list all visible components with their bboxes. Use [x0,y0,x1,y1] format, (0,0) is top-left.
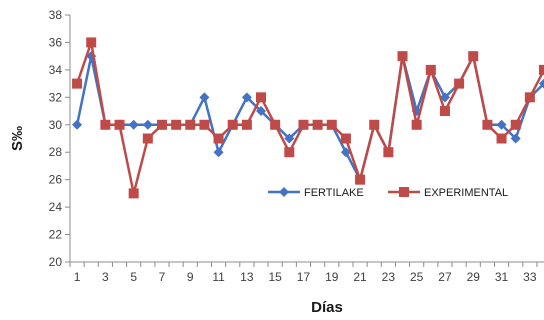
data-point-experimental [326,119,337,130]
y-axis-title: S‰ [9,126,26,151]
data-point-fertilake [340,147,351,158]
y-tick-label: 22 [49,228,63,242]
data-point-experimental [454,78,465,89]
data-point-fertilake [213,147,224,158]
x-tick-label: 5 [130,270,137,284]
data-point-experimental [312,119,323,130]
data-point-experimental [100,119,111,130]
data-point-experimental [510,119,521,130]
x-tick-label: 31 [495,270,509,284]
x-tick-label: 3 [102,270,109,284]
data-point-fertilake [496,119,507,130]
x-tick-label: 21 [353,270,367,284]
x-tick-label: 13 [240,270,254,284]
y-tick-label: 36 [49,35,63,49]
legend-marker-experimental [399,187,409,197]
data-point-experimental [539,64,544,75]
data-point-experimental [185,119,196,130]
data-point-experimental [524,92,535,103]
data-point-fertilake [199,92,210,103]
data-point-experimental [128,188,139,199]
legend-marker-fertilake [279,187,289,197]
x-tick-label: 9 [187,270,194,284]
x-tick-label: 25 [410,270,424,284]
data-point-experimental [241,119,252,130]
data-point-experimental [284,147,295,158]
data-point-fertilake [439,92,450,103]
data-point-fertilake [510,133,521,144]
data-point-fertilake [256,106,267,117]
x-tick-label: 17 [297,270,311,284]
legend-label-fertilake: FERTILAKE [304,187,364,199]
data-point-experimental [340,133,351,144]
y-tick-label: 28 [49,145,63,159]
data-point-experimental [86,37,97,48]
data-point-experimental [482,119,493,130]
x-tick-label: 15 [268,270,282,284]
y-tick-label: 32 [49,90,63,104]
y-tick-label: 24 [49,200,63,214]
data-point-experimental [411,119,422,130]
data-point-experimental [355,174,366,185]
data-point-experimental [369,119,380,130]
data-point-experimental [156,119,167,130]
series-line-experimental [75,41,544,195]
data-point-experimental [439,106,450,117]
data-point-experimental [171,119,182,130]
data-point-experimental [425,64,436,75]
x-tick-label: 1 [74,270,81,284]
x-tick-label: 11 [212,270,225,284]
data-point-experimental [72,78,83,89]
data-point-fertilake [142,119,153,130]
legend-label-experimental: EXPERIMENTAL [424,187,508,199]
x-tick-label: 23 [382,270,396,284]
data-point-experimental [496,133,507,144]
data-point-fertilake [72,119,83,130]
data-point-fertilake [241,92,252,103]
data-point-experimental [468,51,479,62]
x-tick-label: 29 [467,270,481,284]
data-point-experimental [298,119,309,130]
y-tick-label: 26 [49,173,63,187]
data-point-experimental [142,133,153,144]
data-point-experimental [256,92,267,103]
x-tick-label: 19 [325,270,339,284]
x-tick-label: 7 [159,270,166,284]
y-tick-label: 30 [49,118,63,132]
data-point-experimental [114,119,125,130]
x-axis-title: Días [311,299,343,316]
data-point-experimental [213,133,224,144]
data-point-experimental [199,119,210,130]
data-point-fertilake [284,133,295,144]
data-point-experimental [397,51,408,62]
data-point-fertilake [539,78,544,89]
y-tick-label: 34 [49,63,63,77]
data-point-experimental [383,147,394,158]
series-line-fertilake [75,54,544,181]
y-tick-label: 20 [49,255,63,269]
data-point-experimental [270,119,281,130]
x-tick-label: 33 [523,270,537,284]
x-tick-label: 27 [438,270,452,284]
data-point-fertilake [128,119,139,130]
y-tick-label: 38 [49,8,63,22]
data-point-experimental [227,119,238,130]
